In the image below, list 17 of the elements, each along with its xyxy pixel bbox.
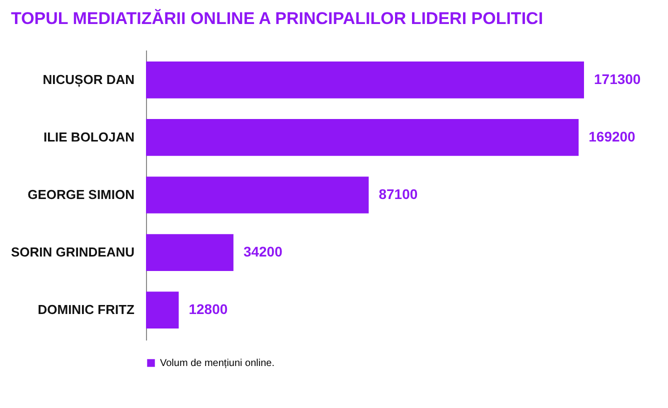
chart-title: TOPUL MEDIATIZĂRII ONLINE A PRINCIPALILOR LIDERI POLITICI [11,8,544,28]
y-tick-label: SORIN GRINDEANU [10,244,134,260]
bar [146,292,179,328]
data-label: 34200 [243,244,283,260]
y-tick-label: GEORGE SIMION [28,187,134,202]
data-label: 169200 [588,128,636,144]
y-tick-label: ILIE BOLOJAN [43,129,134,144]
bar [146,176,369,214]
bar [146,234,234,271]
data-label: 12800 [188,301,228,318]
bar [146,119,579,156]
data-label: 171300 [594,70,641,87]
data-label: 87100 [378,186,418,202]
bar [146,62,584,98]
y-tick-label: NICUȘOR DAN [42,72,134,88]
legend-label: Volum de mențiuni online. [160,358,275,369]
y-tick-label: DOMINIC FRITZ [38,302,135,318]
